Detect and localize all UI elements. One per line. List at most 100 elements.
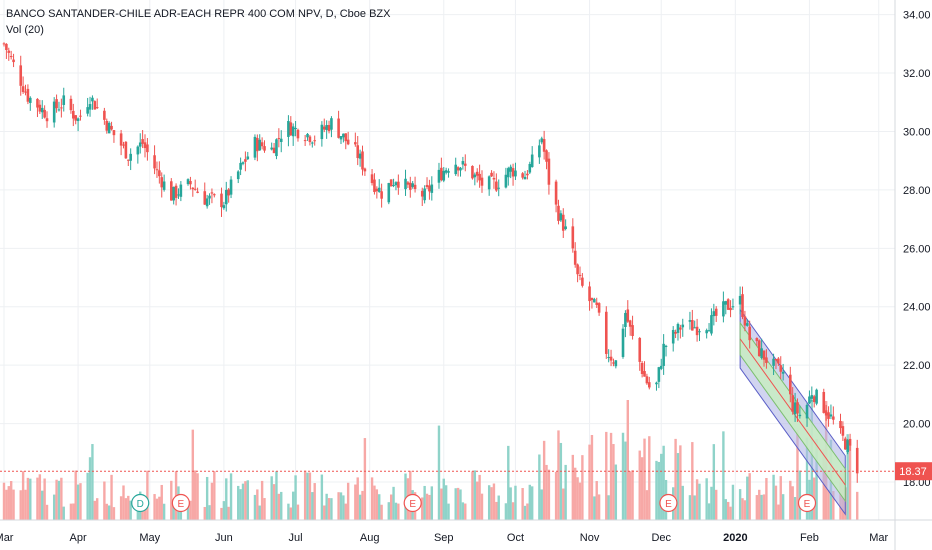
candle-body — [313, 140, 316, 142]
candle-body — [781, 371, 785, 374]
earnings-event-badge[interactable] — [403, 493, 422, 513]
volume-bar — [246, 480, 249, 520]
candle-body — [275, 139, 278, 157]
volume-bar — [772, 474, 775, 520]
volume-bar — [521, 488, 524, 520]
volume-bar — [487, 485, 491, 520]
volume-bar — [425, 493, 429, 520]
volume-bar — [339, 492, 343, 520]
candle-body — [413, 184, 417, 190]
candle-body — [693, 327, 697, 329]
candle-body — [191, 187, 195, 190]
volume-bar — [856, 491, 859, 520]
dividend-event-badge[interactable] — [131, 493, 150, 513]
volume-bar — [781, 494, 785, 520]
volume-bar — [846, 434, 849, 520]
time-tick-label: Aug — [360, 532, 380, 544]
volume-bar — [557, 430, 560, 520]
candle-body — [24, 91, 27, 93]
candle-body — [239, 162, 242, 170]
candle-body — [339, 136, 343, 140]
time-tick-label: Jun — [215, 532, 233, 544]
candle-body — [308, 136, 312, 143]
volume-bar — [729, 506, 732, 520]
candle-body — [540, 138, 544, 143]
candle-body — [40, 107, 44, 113]
volume-bar — [394, 502, 398, 520]
candle-body — [459, 167, 462, 171]
volume-bar — [454, 488, 457, 520]
volume-bar — [45, 504, 49, 520]
volume-bar — [605, 431, 608, 520]
candle-body — [253, 136, 257, 158]
volume-bar — [308, 472, 312, 520]
candle-body — [394, 182, 398, 186]
candle-body — [745, 323, 749, 326]
candle-body — [832, 416, 835, 420]
earnings-event-badge[interactable] — [659, 493, 678, 513]
volume-bar — [707, 503, 711, 520]
price-tick-label: 22.00 — [903, 360, 931, 372]
last-price-label: 18.37 — [899, 466, 927, 478]
candle-body — [287, 120, 290, 137]
candle-body — [105, 120, 109, 131]
candle-body — [43, 109, 46, 118]
candle-body — [473, 174, 477, 178]
candle-body — [236, 171, 240, 180]
volume-bar — [542, 440, 546, 520]
volume-bar — [62, 506, 65, 520]
volume-bar — [444, 485, 448, 520]
volume-bar — [523, 505, 527, 520]
candle-body — [196, 191, 199, 193]
volume-bar — [698, 483, 701, 520]
volume-bar — [848, 445, 852, 520]
candle-body — [712, 311, 716, 317]
volume-bar — [389, 494, 393, 520]
earnings-event-badge[interactable] — [797, 493, 817, 513]
candle-body — [463, 163, 467, 166]
volume-bar — [124, 498, 128, 520]
volume-bar — [203, 506, 206, 520]
candle-body — [337, 118, 340, 138]
candle-body — [397, 181, 400, 188]
candle-body — [392, 185, 395, 187]
volume-bar — [631, 470, 634, 520]
candle-body — [475, 171, 479, 176]
candle-body — [330, 118, 333, 130]
volume-bar — [731, 484, 735, 520]
price-tick-label: 32.00 — [903, 68, 931, 80]
candle-body — [626, 309, 630, 322]
volume-bar — [160, 484, 163, 520]
earnings-event-badge[interactable] — [171, 493, 190, 513]
time-tick-label: May — [139, 532, 160, 544]
candle-body — [777, 358, 780, 364]
volume-bar — [225, 478, 228, 520]
candle-body — [815, 389, 818, 404]
candle-body — [621, 328, 625, 357]
candle-body — [805, 404, 809, 419]
volume-bar — [237, 485, 240, 520]
candle-body — [74, 115, 77, 121]
volume-bar — [712, 444, 716, 520]
volume-bar — [107, 505, 111, 520]
volume-bar — [796, 430, 799, 520]
candle-body — [447, 171, 450, 173]
volume-bar — [722, 431, 725, 520]
volume-bar — [645, 490, 649, 520]
volume-bar — [158, 496, 161, 520]
volume-bar — [96, 498, 99, 520]
volume-bar — [440, 488, 443, 520]
volume-bar — [213, 471, 216, 520]
candle-body — [177, 194, 180, 196]
candle-body — [645, 376, 649, 384]
candle-body — [657, 367, 661, 382]
candle-body — [21, 86, 25, 92]
volume-bar — [275, 471, 278, 520]
volume-bar — [595, 481, 598, 520]
volume-bar — [626, 400, 629, 520]
candle-body — [691, 320, 694, 331]
volume-bar — [473, 470, 477, 520]
candle-body — [542, 139, 546, 152]
